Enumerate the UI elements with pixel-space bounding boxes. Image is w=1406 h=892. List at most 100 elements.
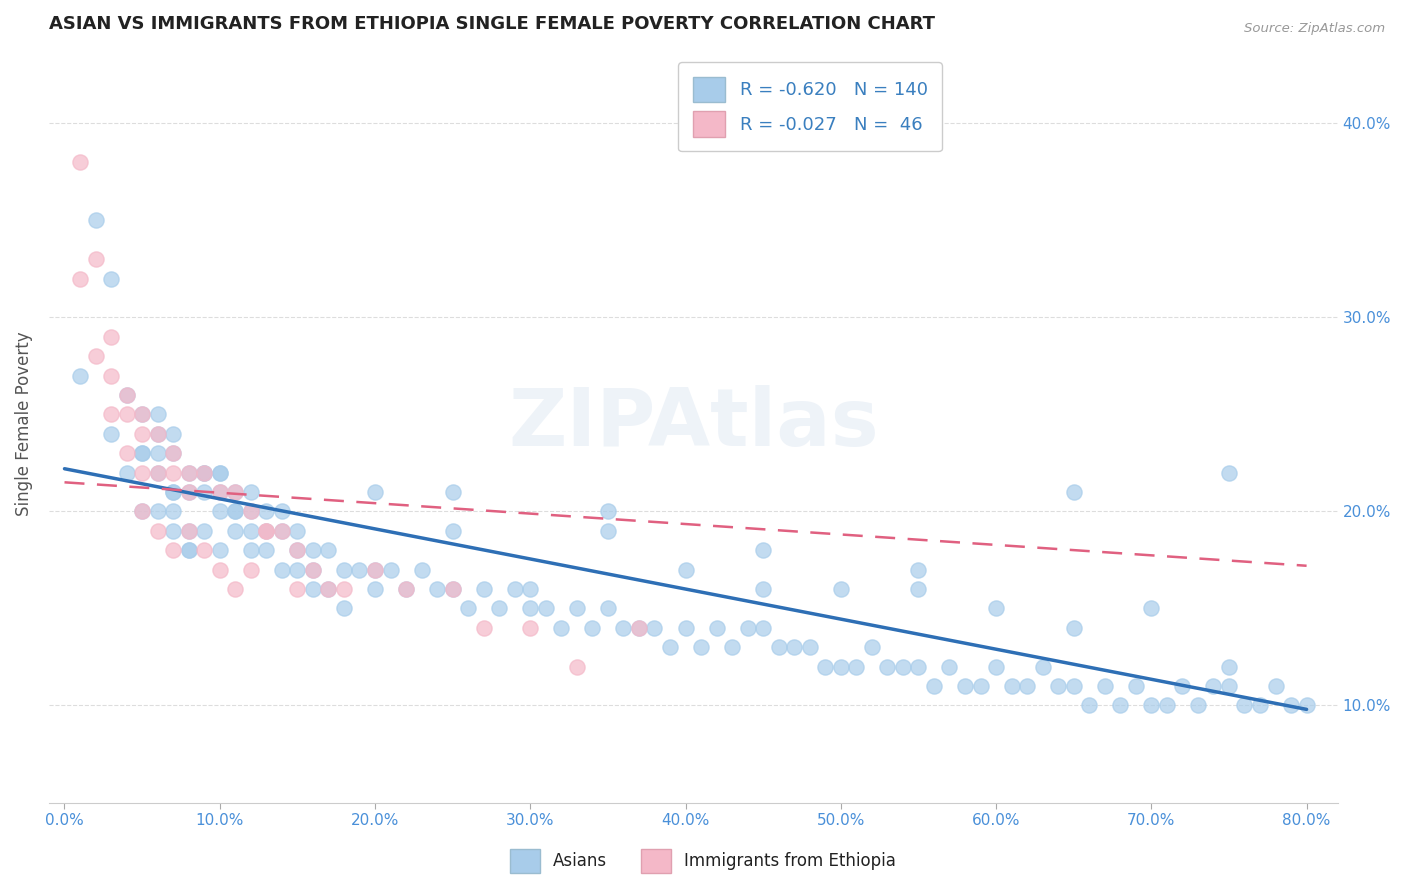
Point (177, 466, 200, 480)
Point (100, 368, 122, 383)
Point (984, 659, 1007, 673)
Point (224, 582, 246, 596)
Point (239, 543, 262, 558)
Point (969, 679, 991, 693)
Point (1063, 621, 1085, 635)
Point (100, 330, 122, 344)
Point (193, 524, 215, 538)
Point (131, 504, 153, 518)
Point (162, 485, 184, 500)
Point (675, 621, 697, 635)
Point (1063, 679, 1085, 693)
Point (208, 485, 231, 500)
Point (177, 543, 200, 558)
Point (131, 446, 153, 460)
Point (287, 582, 309, 596)
Point (1249, 698, 1271, 713)
Point (254, 524, 277, 538)
Point (131, 408, 153, 422)
Point (907, 563, 929, 577)
Point (550, 621, 572, 635)
Point (208, 466, 231, 480)
Point (177, 485, 200, 500)
Point (1063, 485, 1085, 500)
Point (224, 485, 246, 500)
Point (177, 485, 200, 500)
Point (302, 563, 325, 577)
Point (208, 543, 231, 558)
Point (146, 426, 169, 441)
Point (162, 485, 184, 500)
Point (984, 601, 1007, 615)
Point (239, 504, 262, 518)
Point (457, 601, 479, 615)
Y-axis label: Single Female Poverty: Single Female Poverty (15, 332, 32, 516)
Point (100, 271, 122, 285)
Point (1295, 698, 1317, 713)
Text: ASIAN VS IMMIGRANTS FROM ETHIOPIA SINGLE FEMALE POVERTY CORRELATION CHART: ASIAN VS IMMIGRANTS FROM ETHIOPIA SINGLE… (49, 15, 935, 33)
Point (1187, 698, 1209, 713)
Point (581, 621, 603, 635)
Point (239, 563, 262, 577)
Point (441, 524, 464, 538)
Point (115, 446, 138, 460)
Legend: Asians, Immigrants from Ethiopia: Asians, Immigrants from Ethiopia (503, 842, 903, 880)
Point (318, 582, 340, 596)
Point (1140, 601, 1163, 615)
Point (302, 563, 325, 577)
Point (193, 466, 215, 480)
Point (380, 563, 402, 577)
Point (1140, 698, 1163, 713)
Point (441, 582, 464, 596)
Point (208, 485, 231, 500)
Point (845, 659, 868, 673)
Point (752, 582, 775, 596)
Point (162, 504, 184, 518)
Point (193, 466, 215, 480)
Point (814, 659, 837, 673)
Point (208, 563, 231, 577)
Point (84, 252, 107, 267)
Point (115, 466, 138, 480)
Point (333, 582, 356, 596)
Point (162, 446, 184, 460)
Point (318, 582, 340, 596)
Point (891, 659, 914, 673)
Point (627, 621, 650, 635)
Point (177, 524, 200, 538)
Point (100, 426, 122, 441)
Point (131, 466, 153, 480)
Point (131, 504, 153, 518)
Point (302, 582, 325, 596)
Point (1202, 679, 1225, 693)
Point (333, 601, 356, 615)
Point (1109, 698, 1132, 713)
Point (1218, 466, 1240, 480)
Point (115, 388, 138, 402)
Point (254, 524, 277, 538)
Point (270, 504, 292, 518)
Point (193, 485, 215, 500)
Point (239, 524, 262, 538)
Point (953, 679, 976, 693)
Point (706, 621, 728, 635)
Point (270, 524, 292, 538)
Point (1017, 679, 1039, 693)
Point (876, 659, 898, 673)
Point (239, 485, 262, 500)
Point (115, 408, 138, 422)
Point (1047, 679, 1070, 693)
Point (1171, 679, 1194, 693)
Point (612, 621, 634, 635)
Point (287, 543, 309, 558)
Point (830, 659, 852, 673)
Point (177, 466, 200, 480)
Point (239, 504, 262, 518)
Point (254, 543, 277, 558)
Point (737, 621, 759, 635)
Point (1218, 679, 1240, 693)
Point (224, 485, 246, 500)
Point (768, 640, 790, 655)
Point (224, 524, 246, 538)
Point (69, 271, 91, 285)
